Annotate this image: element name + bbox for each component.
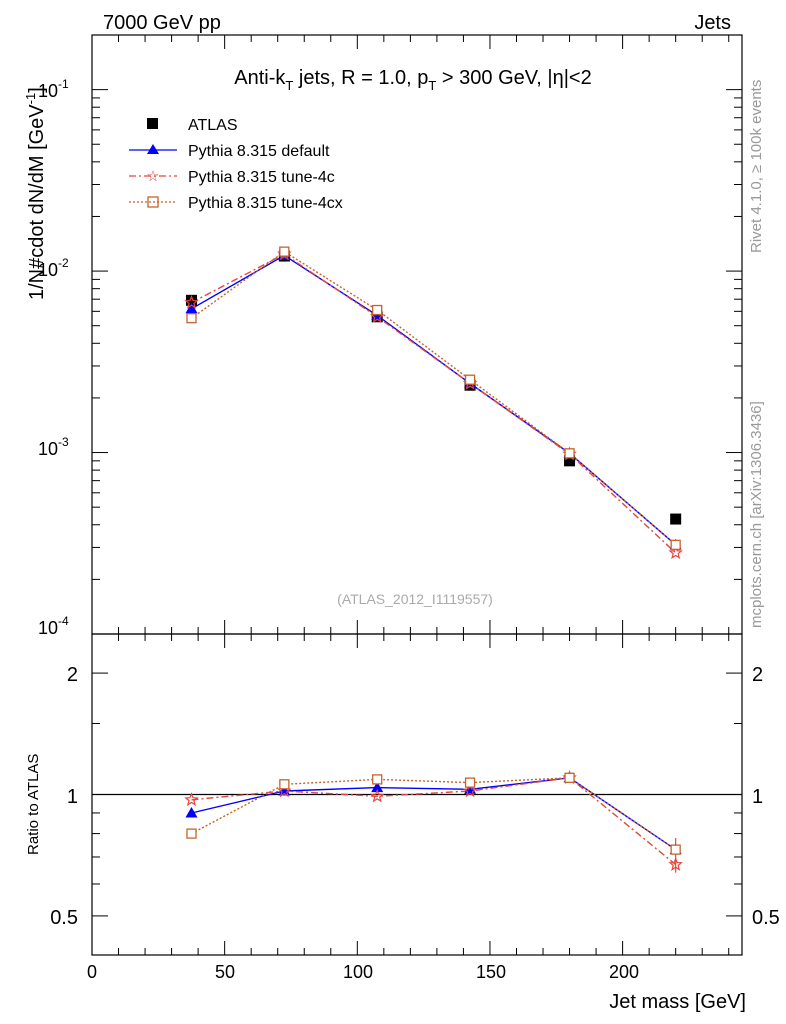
legend-label-tune4cx: Pythia 8.315 tune-4cx [188, 195, 343, 212]
ratio-line-pythia-8-315-tune-4c [191, 777, 677, 866]
legend-label-default: Pythia 8.315 default [188, 143, 330, 160]
ratio-point-pythia-8-315-tune-4c [369, 788, 385, 803]
series-line-pythia-8-315-tune-4c [191, 253, 677, 554]
svg-text:10-3: 10-3 [38, 435, 69, 459]
ratio-point-pythia-8-315-tune-4c [462, 783, 478, 798]
series-line-pythia-8-315-default [191, 254, 677, 546]
legend-marker-atlas [147, 118, 158, 129]
y-tick-label: 10-1 [38, 77, 69, 101]
mcplots-label: mcplots.cern.ch [arXiv:1306.3436] [748, 401, 765, 628]
title-sub-1: T [285, 78, 293, 93]
ratio-point-pythia-8-315-tune-4c [184, 792, 199, 807]
header-right: Jets [694, 12, 731, 34]
ratio-point-pythia-8-315-default [371, 781, 384, 793]
x-tick-label: 0 [87, 962, 97, 982]
data-point-pythia-8-315-tune-4cx [372, 304, 383, 316]
rivet-label: Rivet 4.1.0, ≥ 100k events [748, 80, 765, 253]
title-part-2: jets, R = 1.0, p [293, 67, 428, 89]
analysis-id: (ATLAS_2012_I1119557) [337, 591, 493, 607]
series-line-pythia-8-315-tune-4cx [191, 250, 677, 546]
y-tick-label: 10-3 [38, 435, 69, 459]
y-label-sup: -1 [23, 93, 38, 105]
ratio-point-pythia-8-315-tune-4cx [564, 772, 575, 783]
y-label-text: 1/N#cdot dN/dM [GeV [26, 104, 48, 300]
data-point-pythia-8-315-tune-4cx [670, 539, 681, 550]
ratio-line-pythia-8-315-default [191, 777, 677, 851]
title-sub-2: T [428, 78, 436, 93]
x-tick-label: 150 [476, 962, 506, 982]
data-point-pythia-8-315-tune-4c [184, 294, 199, 309]
x-tick-label: 100 [343, 962, 373, 982]
x-axis-label: Jet mass [GeV] [609, 991, 746, 1013]
ratio-tick-label-right: 0.5 [752, 907, 780, 929]
data-point-pythia-8-315-tune-4cx [564, 448, 575, 459]
svg-text:10-2: 10-2 [38, 256, 69, 280]
y-label-close: ] [26, 87, 48, 93]
ratio-point-pythia-8-315-tune-4c [668, 857, 683, 871]
data-point-atlas [564, 455, 576, 467]
ratio-point-pythia-8-315-tune-4cx [372, 774, 383, 785]
x-tick-label: 50 [215, 962, 235, 982]
y-tick-label: 10-4 [38, 614, 69, 638]
legend: ATLAS Pythia 8.315 default ☆ Pythia 8.31… [129, 117, 343, 212]
legend-label-atlas: ATLAS [188, 117, 238, 134]
x-tick-label: 200 [609, 962, 639, 982]
data-point-atlas [670, 513, 682, 525]
header-left: 7000 GeV pp [103, 12, 221, 34]
ratio-tick-label-right: 2 [752, 664, 763, 686]
ratio-tick-label-left: 2 [67, 664, 78, 686]
svg-text:10-4: 10-4 [38, 614, 69, 638]
data-point-pythia-8-315-tune-4c [668, 545, 683, 560]
data-point-pythia-8-315-tune-4cx [186, 313, 197, 324]
y-axis-label-top: 1/N#cdot dN/dM [GeV-1] [23, 87, 48, 300]
title-part-1: Anti-k [234, 67, 286, 89]
legend-marker-tune4cx [147, 196, 159, 208]
y-tick-label: 10-2 [38, 256, 69, 280]
ratio-tick-label-left: 1 [67, 786, 78, 808]
ratio-line-pythia-8-315-tune-4cx [191, 777, 677, 851]
legend-marker-default [147, 144, 159, 154]
data-point-pythia-8-315-tune-4cx [464, 374, 476, 385]
legend-label-tune4c: Pythia 8.315 tune-4c [188, 169, 335, 186]
ratio-point-pythia-8-315-tune-4cx [279, 779, 290, 790]
ratio-point-pythia-8-315-default [185, 806, 198, 818]
title-part-3: > 300 GeV, |η|<2 [436, 67, 591, 89]
legend-marker-tune4c: ☆ [146, 168, 159, 185]
y-axis-label-bottom: Ratio to ATLAS [25, 754, 42, 855]
data-point-atlas [185, 294, 197, 306]
ratio-point-pythia-8-315-tune-4cx [186, 828, 197, 839]
svg-text:10-1: 10-1 [38, 77, 69, 101]
ratio-point-pythia-8-315-tune-4cx [670, 844, 681, 855]
ratio-tick-label-right: 1 [752, 786, 763, 808]
ratio-point-pythia-8-315-tune-4cx [464, 777, 476, 788]
data-point-pythia-8-315-tune-4cx [279, 246, 290, 257]
data-point-pythia-8-315-default [185, 302, 198, 314]
ratio-tick-label-left: 0.5 [50, 907, 78, 929]
plot-title: Anti-kT jets, R = 1.0, pT > 300 GeV, |η|… [234, 67, 591, 93]
